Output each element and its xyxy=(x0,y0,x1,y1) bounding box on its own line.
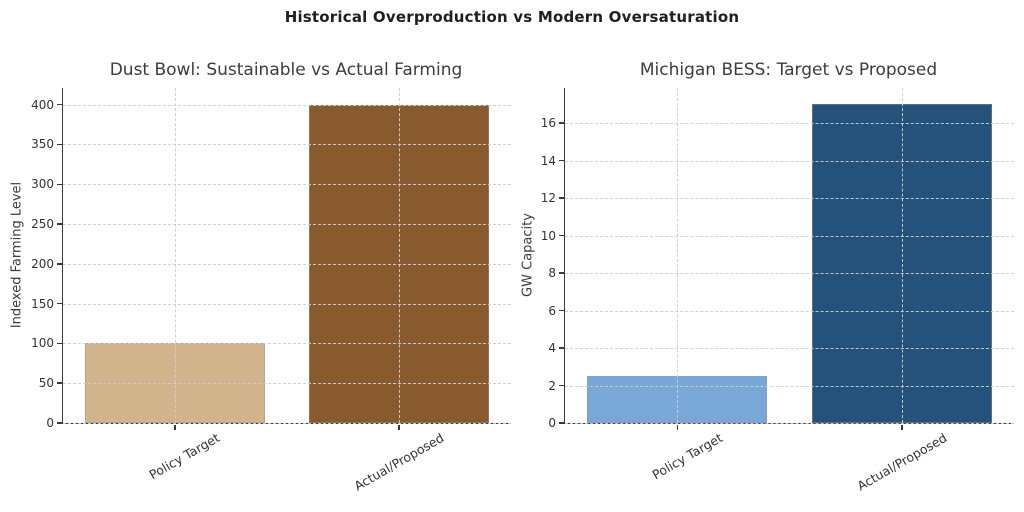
y-tick-mark xyxy=(56,183,62,186)
y-tick-mark xyxy=(558,384,564,387)
x-gridline xyxy=(175,88,176,423)
y-gridline xyxy=(565,160,1014,162)
y-tick-label: 0 xyxy=(46,416,54,430)
y-tick-label: 200 xyxy=(31,256,54,271)
x-tick-mark xyxy=(901,424,903,430)
y-tick-mark xyxy=(558,272,564,274)
x-tick-label: Actual/Proposed xyxy=(854,430,950,494)
x-tick-label: Policy Target xyxy=(649,430,725,483)
figure-title: Historical Overproduction vs Modern Over… xyxy=(284,8,740,26)
y-gridline xyxy=(565,310,1014,312)
y-gridline xyxy=(565,385,1014,387)
y-tick-mark xyxy=(558,347,564,349)
subplot-title: Dust Bowl: Sustainable vs Actual Farming xyxy=(109,60,463,80)
x-gridline xyxy=(901,88,903,423)
y-gridline xyxy=(63,343,511,345)
y-gridline xyxy=(63,104,511,106)
y-tick-mark xyxy=(56,382,62,384)
y-gridline xyxy=(565,273,1014,275)
y-tick-label: 16 xyxy=(540,116,556,131)
x-tick-mark xyxy=(174,424,176,430)
y-tick-label: 14 xyxy=(540,153,556,168)
x-gridline xyxy=(399,88,400,423)
y-tick-label: 8 xyxy=(548,266,556,281)
y-tick-mark xyxy=(56,223,62,225)
y-gridline xyxy=(63,303,511,305)
x-tick-mark xyxy=(398,424,400,430)
bar xyxy=(587,376,768,423)
y-tick-label: 400 xyxy=(31,97,54,112)
y-gridline xyxy=(565,348,1014,349)
x-tick-label: Policy Target xyxy=(146,430,223,483)
y-tick-mark xyxy=(558,122,564,124)
y-tick-mark xyxy=(56,302,62,305)
y-gridline xyxy=(565,123,1014,125)
y-gridline xyxy=(565,423,1014,424)
y-gridline xyxy=(63,263,511,265)
y-tick-mark xyxy=(558,234,564,237)
x-tick-label: Actual/Proposed xyxy=(351,430,447,494)
y-gridline xyxy=(63,383,511,385)
y-tick-mark xyxy=(558,159,564,162)
y-tick-label: 10 xyxy=(540,228,556,243)
subplot-title: Michigan BESS: Target vs Proposed xyxy=(639,60,938,80)
x-tick-mark xyxy=(676,424,678,430)
y-gridline xyxy=(63,423,511,424)
y-tick-label: 250 xyxy=(31,217,54,232)
y-gridline xyxy=(565,235,1014,237)
y-tick-mark xyxy=(56,143,62,146)
y-gridline xyxy=(63,224,511,226)
subplot-dust-bowl: Dust Bowl: Sustainable vs Actual Farming… xyxy=(9,60,511,493)
bar xyxy=(811,104,992,423)
subplot-michigan-bess: Michigan BESS: Target vs Proposed GW Cap… xyxy=(512,0,1024,512)
y-tick-mark xyxy=(558,197,564,199)
y-tick-mark xyxy=(56,103,62,106)
y-tick-label: 12 xyxy=(540,191,556,206)
y-tick-mark xyxy=(558,309,564,312)
y-tick-label: 6 xyxy=(548,303,556,318)
plot-area: 0 2 4 6 8 10 12 14 16 Policy Target Actual/Propose… xyxy=(541,88,1014,493)
y-tick-mark xyxy=(558,422,564,424)
y-gridline xyxy=(565,198,1014,200)
y-tick-label: 2 xyxy=(548,378,556,393)
y-tick-mark xyxy=(56,342,62,345)
y-tick-mark xyxy=(56,422,62,424)
y-axis-label: Indexed Farming Level xyxy=(9,181,25,329)
y-tick-label: 4 xyxy=(548,341,556,355)
y-tick-label: 350 xyxy=(31,137,54,152)
x-gridline xyxy=(677,88,679,423)
y-tick-label: 300 xyxy=(31,177,54,192)
y-tick-label: 150 xyxy=(31,296,54,311)
y-gridline xyxy=(63,144,511,146)
y-tick-label: 0 xyxy=(548,416,556,430)
y-gridline xyxy=(63,184,511,186)
y-tick-label: 100 xyxy=(31,336,54,351)
y-axis-label: GW Capacity xyxy=(520,213,536,297)
y-tick-label: 50 xyxy=(38,376,54,391)
y-tick-mark xyxy=(56,263,62,265)
plot-area: 0 50 100 150 200 250 300 350 400 Policy Target Act… xyxy=(31,88,511,493)
